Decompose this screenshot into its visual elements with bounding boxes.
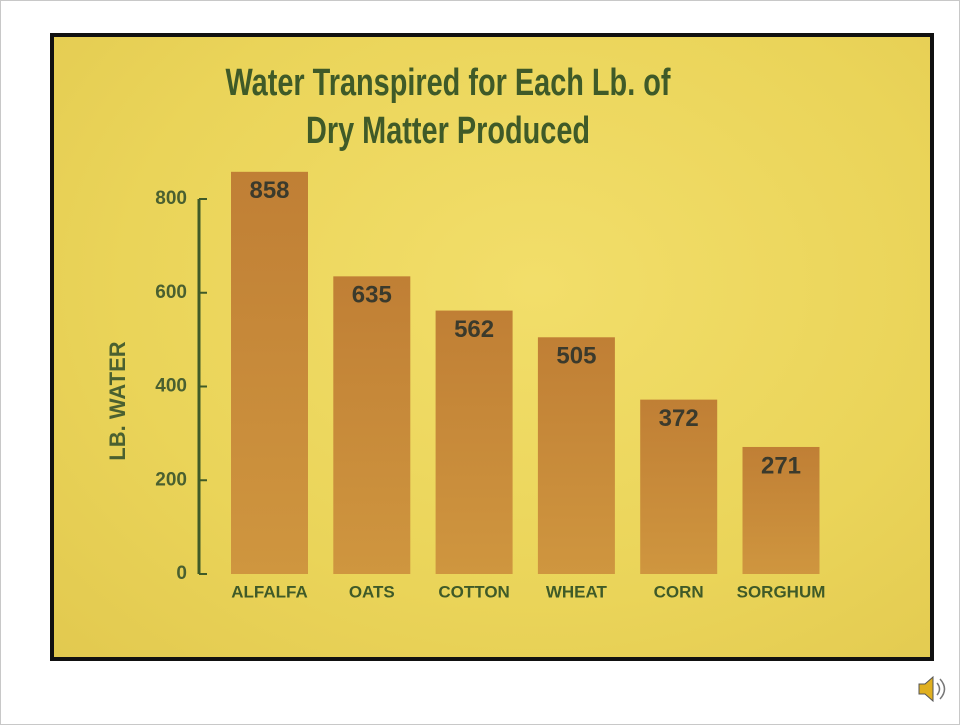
y-tick-label: 600 — [155, 282, 187, 303]
chart-title: Water Transpired for Each Lb. of Dry Mat… — [212, 59, 683, 155]
value-label: 505 — [556, 343, 596, 370]
value-label: 635 — [352, 282, 392, 309]
value-label: 562 — [454, 316, 494, 343]
bar — [538, 337, 615, 574]
x-tick-label: SORGHUM — [737, 582, 826, 601]
y-tick-label: 400 — [155, 376, 187, 397]
bar — [333, 276, 410, 574]
x-tick-label: OATS — [349, 582, 395, 601]
value-label: 372 — [659, 405, 699, 432]
x-tick-label: WHEAT — [546, 582, 608, 601]
y-axis-label: LB. WATER — [105, 341, 130, 460]
bar — [231, 172, 308, 574]
value-label: 271 — [761, 452, 801, 479]
value-label: 858 — [249, 177, 289, 204]
x-tick-label: ALFALFA — [231, 582, 308, 601]
y-tick-label: 0 — [176, 563, 187, 584]
y-tick-label: 200 — [155, 469, 187, 490]
bar — [436, 311, 513, 574]
x-tick-label: COTTON — [438, 582, 509, 601]
slide: LB. WATER 0 200 400 600 800 858 ALFALFA 635 OATS… — [0, 0, 960, 725]
y-tick-label: 800 — [155, 188, 187, 209]
speaker-icon — [919, 677, 945, 701]
x-tick-label: CORN — [654, 582, 704, 601]
